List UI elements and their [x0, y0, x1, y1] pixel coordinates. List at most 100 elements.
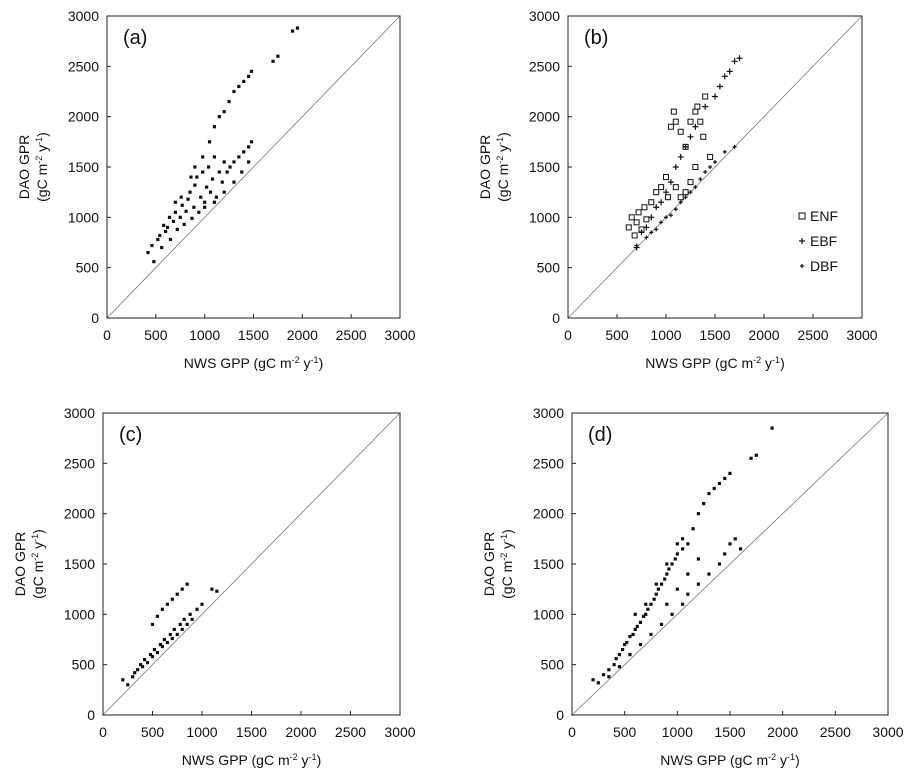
x-tick-label: 1500	[699, 327, 730, 343]
data-point	[178, 215, 182, 219]
x-tick-label: 1000	[189, 327, 220, 343]
data-point	[688, 190, 693, 195]
data-point	[644, 235, 649, 240]
data-point	[131, 675, 135, 679]
data-point	[638, 642, 643, 647]
data-point	[596, 681, 600, 685]
data-point	[188, 190, 192, 194]
scatter-panel-a: 0 500 1000 1500 2000 2500 3000 0 500 1000 1500 2000…	[16, 8, 416, 371]
x-tick-label: 3000	[872, 724, 903, 740]
data-point	[659, 622, 664, 626]
data-point	[156, 237, 160, 242]
data-point	[212, 155, 217, 159]
data-point	[142, 658, 147, 662]
x-axis-label: NWS GPP (gC m-2 y-1)	[660, 752, 799, 768]
data-point	[227, 99, 231, 104]
data-point	[193, 165, 197, 169]
data-point	[146, 250, 150, 255]
data-point	[723, 476, 727, 481]
data-point	[240, 170, 244, 174]
data-point	[687, 118, 694, 125]
y-tick-label: 1500	[68, 159, 99, 175]
data-point	[168, 237, 173, 242]
data-point	[628, 634, 632, 639]
data-point	[214, 195, 218, 199]
panel-label: (a)	[123, 27, 147, 49]
data-point	[175, 592, 179, 596]
data-point	[663, 577, 667, 581]
y-axis-unit-label: (gC m-2 y-1)	[499, 529, 515, 599]
x-tick-label: 3000	[384, 724, 415, 740]
data-point	[681, 602, 685, 606]
data-point	[167, 215, 172, 219]
data-point	[186, 197, 190, 201]
data-point	[716, 83, 723, 90]
data-point	[201, 170, 205, 174]
data-point	[175, 632, 179, 637]
y-axis-label: DAO GPR	[12, 532, 28, 597]
one-to-one-line	[102, 412, 401, 716]
data-point	[168, 632, 172, 637]
data-point	[696, 557, 700, 561]
data-point	[713, 159, 717, 164]
data-point	[707, 572, 711, 576]
data-point	[700, 133, 707, 140]
x-tick-label: 2000	[748, 327, 779, 343]
data-point	[633, 627, 637, 632]
data-point	[215, 589, 219, 593]
scatter-panel-d: 0 500 1000 1500 2000 2500 3000 0 500 1000 1500 2000…	[481, 405, 904, 768]
x-axis-label: NWS GPP (gC m-2 y-1)	[184, 355, 323, 371]
data-point	[158, 233, 162, 238]
y-tick-label: 2500	[64, 455, 95, 471]
data-point	[664, 215, 668, 220]
data-point	[654, 227, 659, 232]
x-tick-label: 2500	[797, 327, 828, 343]
data-point	[677, 153, 684, 160]
data-point	[160, 607, 164, 611]
data-point	[728, 542, 732, 546]
data-point	[190, 617, 194, 621]
data-point	[249, 69, 254, 73]
data-point	[697, 118, 704, 125]
data-point	[210, 177, 215, 181]
data-point	[677, 194, 684, 201]
data-point	[638, 229, 645, 236]
x-tick-label: 2000	[287, 327, 318, 343]
data-point	[703, 170, 708, 175]
legend-label: ENF	[810, 208, 838, 224]
data-point	[665, 572, 669, 576]
data-point	[152, 260, 156, 264]
data-point	[237, 84, 241, 89]
data-point	[175, 227, 179, 232]
data-point	[728, 471, 732, 475]
data-point	[670, 108, 677, 115]
data-point	[126, 683, 130, 687]
data-point	[182, 222, 186, 226]
data-point	[670, 562, 674, 566]
data-point	[673, 207, 678, 212]
data-point	[631, 232, 638, 239]
data-point	[206, 165, 211, 169]
data-point	[207, 140, 212, 144]
data-point	[682, 189, 689, 196]
data-point	[712, 486, 716, 491]
data-point	[644, 602, 648, 606]
y-axis-label: DAO GPR	[16, 135, 32, 200]
data-point	[694, 103, 701, 110]
data-point	[179, 195, 183, 199]
data-point	[190, 216, 194, 220]
y-tick-label: 0	[91, 310, 99, 326]
data-point	[614, 657, 618, 661]
y-tick-label: 2500	[68, 58, 99, 74]
y-axis-label: DAO GPR	[481, 532, 497, 597]
data-point	[648, 214, 655, 221]
data-point	[698, 177, 703, 182]
data-point	[217, 115, 221, 119]
data-point	[673, 557, 677, 561]
data-point	[150, 655, 155, 659]
data-point	[754, 453, 758, 457]
data-point	[184, 209, 188, 213]
data-point	[165, 602, 169, 606]
data-point	[121, 678, 125, 682]
one-to-one-line	[106, 15, 401, 319]
